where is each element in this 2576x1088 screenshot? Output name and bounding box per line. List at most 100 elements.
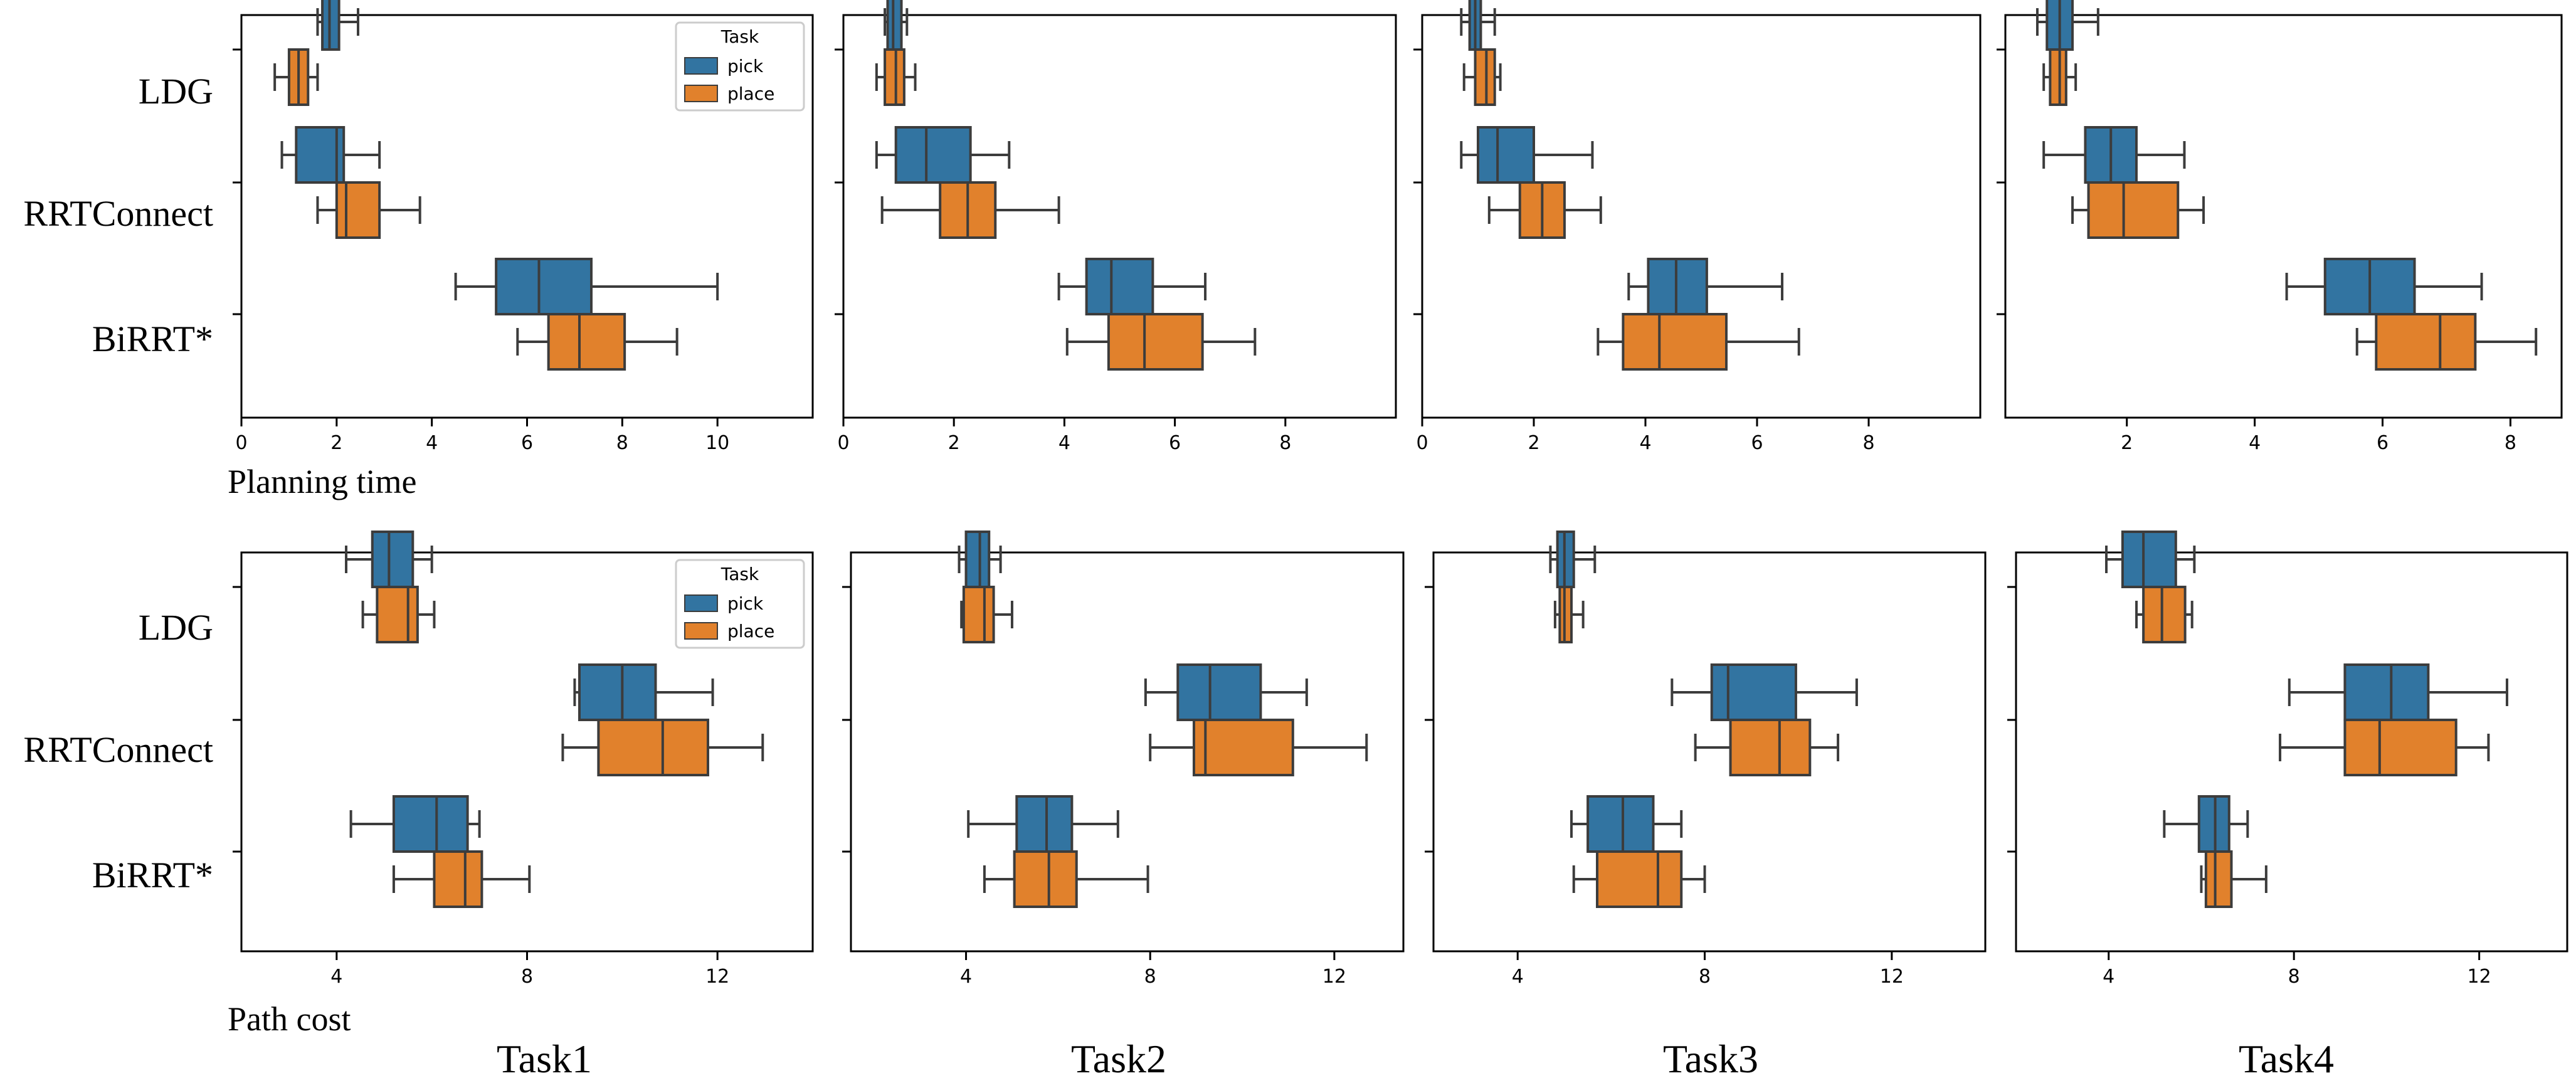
x-tick-label: 8 [2288,966,2300,988]
legend-label-place: place [727,621,774,642]
x-tick-label: 4 [330,966,342,988]
task-title-2: Task2 [1071,1037,1166,1081]
method-label-birrt-bottom: BiRRT* [92,855,213,895]
x-tick-label: 8 [616,432,628,454]
box-iqr [1192,719,1294,776]
x-tick-label: 8 [521,966,533,988]
box-iqr [2142,586,2187,643]
x-tick-label: 8 [2505,432,2516,454]
box-pick-birrt-star [967,795,1119,853]
box-place-birrt-star [1597,313,1800,371]
box-iqr [371,531,414,588]
box-iqr [2087,181,2180,239]
task-title-1: Task1 [497,1037,592,1081]
box-iqr [335,181,381,239]
box-pick-rrtconnect [1460,126,1594,184]
box-iqr [1586,795,1655,853]
box-place-birrt-star [392,850,531,908]
box-iqr [1596,850,1683,908]
box-iqr [1013,850,1078,908]
x-tick-label: 4 [2249,432,2261,454]
x-tick-label: 10 [705,432,729,454]
legend-swatch-pick [684,57,718,75]
box-iqr [1477,126,1535,184]
legend-label-pick: pick [727,56,764,77]
legend-swatch-place [684,85,718,102]
box-place-ldg [1553,586,1585,643]
x-tick-label: 8 [1279,432,1291,454]
box-place-ldg [875,48,917,106]
row-title-planning-time: Planning time [228,463,416,500]
legend-swatch-place [684,622,718,640]
box-pick-ldg [1549,531,1597,588]
box-iqr [964,531,991,588]
x-tick-label: 2 [2121,432,2133,454]
box-iqr [1015,795,1074,853]
box-iqr [1710,663,1797,721]
box-place-rrtconnect [880,181,1060,239]
box-iqr [2343,719,2457,776]
panel-planning-time-task3: 0 2 4 6 8 [1413,0,1982,454]
box-iqr [392,795,469,853]
box-pick-rrtconnect [280,126,381,184]
box-place-rrtconnect [2279,719,2490,776]
x-tick-label: 4 [2103,966,2114,988]
legend-label-place: place [727,83,774,104]
box-iqr [597,719,709,776]
box-pick-rrtconnect [2288,663,2508,721]
box-place-ldg [2042,48,2077,106]
legend-title: Task [721,564,759,584]
box-iqr [2343,663,2430,721]
box-place-ldg [1462,48,1502,106]
box-place-rrtconnect [1487,181,1602,239]
box-iqr [1474,48,1496,106]
box-pick-birrt-star [2285,258,2483,315]
box-iqr [884,48,905,106]
box-iqr [578,663,657,721]
box-iqr [495,258,593,315]
panel-path-cost-task2: 4 8 12 [842,531,1405,988]
x-tick-label: 0 [1416,432,1428,454]
x-tick-label: 4 [960,966,972,988]
box-place-rrtconnect [561,719,764,776]
method-label-ldg-bottom: LDG [139,607,213,648]
box-place-rrtconnect [1694,719,1840,776]
box-place-ldg [361,586,436,643]
panels: 0 2 4 6 8 10 0 2 4 6 8 0 2 4 6 8 2 4 6 8 4 8 12 4 8 12 4 8 12 4 8 12 [233,0,2568,988]
box-iqr [1647,258,1708,315]
box-pick-birrt-star [349,795,481,853]
box-pick-birrt-star [1570,795,1683,853]
box-iqr [886,0,903,51]
box-pick-rrtconnect [875,126,1011,184]
box-place-rrtconnect [2071,181,2205,239]
legend-title: Task [721,26,759,47]
box-place-rrtconnect [1149,719,1368,776]
box-pick-birrt-star [2163,795,2249,853]
box-pick-birrt-star [454,258,719,315]
panel-frame [2015,551,2568,953]
x-tick-label: 8 [1144,966,1156,988]
box-pick-ldg [958,531,1002,588]
panel-frame [842,14,1397,419]
panel-planning-time-task1: 0 2 4 6 8 10 [233,0,814,454]
x-tick-label: 0 [837,432,849,454]
box-pick-rrtconnect [573,663,714,721]
method-label-rrtconnect-top: RRTConnect [23,193,213,234]
box-pick-ldg [884,0,909,51]
box-pick-birrt-star [1627,258,1784,315]
legend-swatch-pick [684,594,718,612]
box-iqr [547,313,626,371]
box-pick-rrtconnect [1144,663,1308,721]
box-place-birrt-star [983,850,1149,908]
task-title-3: Task3 [1663,1037,1758,1081]
box-pick-ldg [316,0,359,51]
panel-planning-time-task2: 0 2 4 6 8 [835,0,1397,454]
box-iqr [1085,258,1154,315]
box-iqr [1729,719,1812,776]
box-iqr [433,850,483,908]
x-tick-label: 8 [1862,432,1874,454]
legend-label-pick: pick [727,593,764,614]
x-tick-label: 0 [235,432,247,454]
method-label-birrt-top: BiRRT* [92,319,213,359]
